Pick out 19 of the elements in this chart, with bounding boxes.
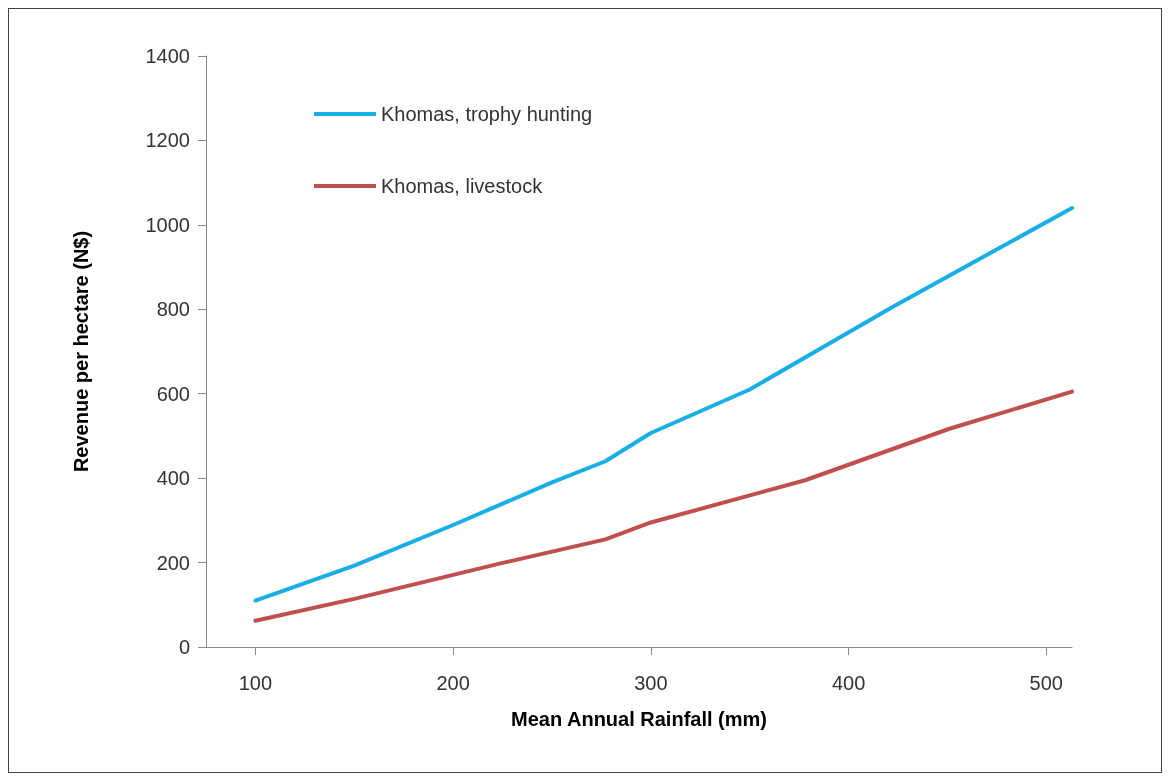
x-tick-label: 400	[831, 672, 866, 694]
x-axis-title: Mean Annual Rainfall (mm)	[511, 708, 767, 730]
y-tick-label: 1000	[145, 213, 190, 236]
y-tick-label: 400	[156, 467, 190, 490]
y-axis-title: Revenue per hectare (N$)	[70, 230, 92, 473]
legend-label: Khomas, livestock	[381, 175, 544, 197]
x-tick-label: 300	[634, 672, 668, 694]
y-tick-label: 200	[156, 551, 190, 574]
legend-label: Khomas, trophy hunting	[381, 103, 593, 125]
line-series	[253, 205, 1074, 603]
x-tick-label: 500	[1029, 672, 1063, 694]
line-series	[253, 389, 1074, 623]
y-tick-label: 800	[156, 298, 190, 321]
y-tick-label: 0	[178, 636, 190, 658]
x-tick-label: 100	[238, 672, 273, 694]
y-tick-label: 600	[156, 382, 190, 405]
y-tick-label: 1400	[145, 45, 190, 67]
x-tick-label: 200	[436, 672, 470, 694]
y-tick-label: 1200	[145, 129, 190, 152]
